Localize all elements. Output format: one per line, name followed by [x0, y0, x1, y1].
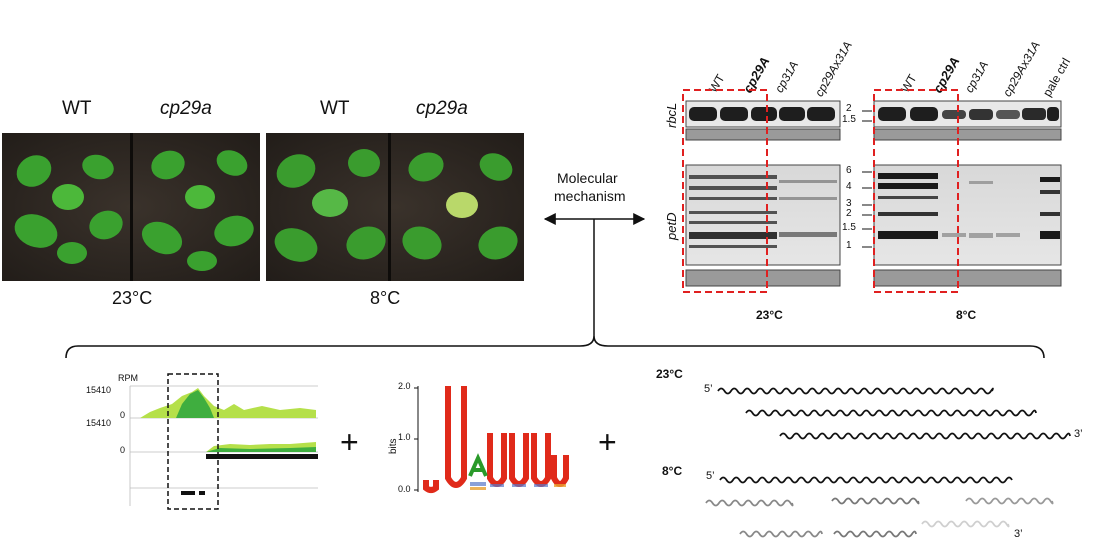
gene-annotation-bar	[206, 454, 318, 459]
rna-23-five-prime: 5’	[704, 383, 713, 395]
coverage-top-scale: 15410	[86, 385, 112, 395]
rna-fragment-8	[921, 520, 1010, 528]
petd-marker-1: 1	[846, 240, 852, 251]
petd-marker-4: 4	[846, 181, 852, 192]
coverage-top-peak	[176, 390, 214, 418]
photo-right-label-wt: WT	[320, 98, 350, 119]
rna-molecule-23-3	[779, 432, 1071, 440]
feature-mark	[181, 491, 195, 495]
coverage-bottom-scale: 15410	[86, 418, 112, 428]
rna-8-five-prime: 5’	[706, 470, 715, 482]
petd-marker-6: 6	[846, 165, 852, 176]
petd-marker-2: 2	[846, 208, 852, 219]
rna-8-three-prime: 3’	[1014, 528, 1023, 540]
rna-temp-23: 23°C	[656, 367, 683, 381]
rbcl-marker-1.5: 1.5	[842, 114, 856, 125]
curly-brace	[65, 335, 1045, 359]
photo-right-label-mutant: cp29a	[416, 98, 468, 119]
coverage-highlight-box	[167, 373, 219, 510]
mechanism-label-line2: mechanism	[554, 188, 626, 204]
photo-right-temperature: 8°C	[370, 288, 401, 308]
logo-tick-2: 2.0	[398, 381, 411, 391]
plant-photo-23c	[2, 133, 260, 281]
rna-fragment-8	[705, 499, 794, 507]
logo-tick-0: 0.0	[398, 484, 411, 494]
rna-fragment-8	[831, 497, 920, 505]
rna-molecule-23-1	[717, 387, 994, 395]
photo-left-temperature: 23°C	[112, 288, 153, 308]
blot-temp-23: 23°C	[756, 308, 783, 322]
rna-fragment-8	[965, 497, 1054, 505]
rbcl-marker-2: 2	[846, 103, 852, 114]
blot-rbcl-8	[873, 100, 1062, 141]
feature-mark	[199, 491, 205, 495]
plus-sign-1: +	[340, 424, 359, 460]
petd-marker-1.5: 1.5	[842, 222, 856, 233]
photo-left-label-wt: WT	[62, 98, 92, 119]
rna-molecule-8-full	[719, 476, 1013, 484]
coverage-bottom-zero: 0	[120, 445, 126, 455]
blot-petd-8	[873, 164, 1062, 287]
blot-rbcl-23	[685, 100, 841, 141]
rpm-label: RPM	[118, 373, 138, 383]
plus-sign-2: +	[598, 424, 617, 460]
rna-temp-8: 8°C	[662, 464, 683, 478]
logo-tick-1: 1.0	[398, 432, 411, 442]
rna-23-three-prime: 3’	[1074, 428, 1083, 440]
petd-marker-3: 3	[846, 198, 852, 209]
plant-photo-8c	[266, 133, 524, 281]
rna-fragment-8	[739, 530, 823, 538]
coverage-bottom-strip	[206, 447, 316, 452]
rna-molecule-23-2	[745, 409, 1037, 417]
coverage-top-zero: 0	[120, 410, 126, 420]
blot-petd-23	[685, 164, 841, 287]
mechanism-label-line1: Molecular	[557, 170, 618, 186]
rna-fragment-8	[833, 530, 917, 538]
photo-left-label-mutant: cp29a	[160, 98, 212, 119]
blot-temp-8: 8°C	[956, 308, 977, 322]
